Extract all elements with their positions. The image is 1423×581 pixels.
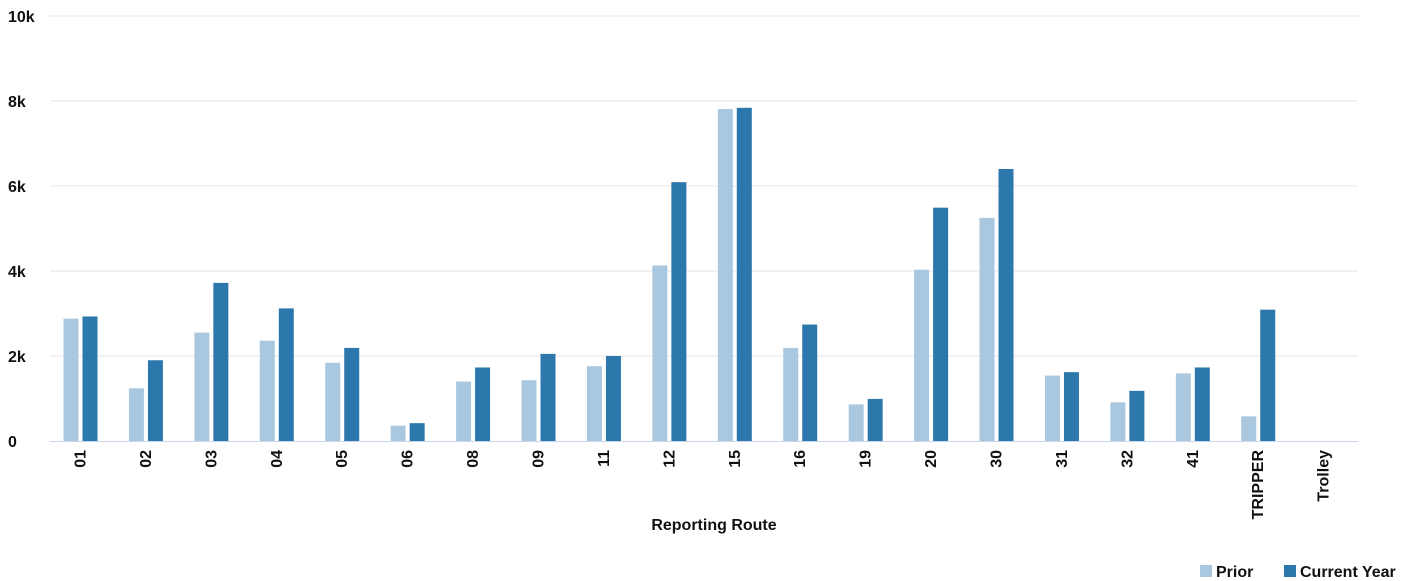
x-tick-label: 08 — [465, 450, 482, 468]
legend-swatch — [1284, 565, 1296, 577]
bar-prior[interactable] — [194, 332, 210, 441]
x-tick-label: 31 — [1054, 450, 1071, 468]
gridlines — [50, 15, 1358, 357]
y-tick-label: 8k — [8, 94, 26, 111]
bar-prior[interactable] — [1241, 416, 1257, 441]
bar-current-year[interactable] — [475, 367, 491, 441]
y-tick-label: 2k — [8, 349, 26, 366]
bar-current-year[interactable] — [147, 360, 163, 441]
bar-current-year[interactable] — [278, 308, 294, 441]
bar-current-year[interactable] — [1194, 367, 1210, 441]
x-tick-label: Trolley — [1316, 450, 1333, 502]
x-tick-label: 41 — [1185, 450, 1202, 468]
bar-prior[interactable] — [783, 347, 799, 441]
x-axis-title: Reporting Route — [651, 517, 776, 534]
x-tick-label: 09 — [531, 450, 548, 468]
y-tick-label: 0 — [8, 434, 17, 451]
y-tick-label: 10k — [8, 9, 35, 26]
bar-current-year[interactable] — [671, 182, 687, 442]
bar-prior[interactable] — [1044, 375, 1060, 441]
legend-item-current-year[interactable]: Current Year — [1284, 564, 1396, 581]
legend[interactable]: Prior Current Year — [1200, 564, 1396, 581]
bar-current-year[interactable] — [213, 282, 229, 441]
bars — [63, 107, 1276, 442]
bar-current-year[interactable] — [736, 107, 752, 442]
x-tick-label: TRIPPER — [1250, 450, 1267, 520]
bar-prior[interactable] — [979, 217, 995, 441]
bar-current-year[interactable] — [1260, 309, 1276, 441]
bar-prior[interactable] — [717, 109, 733, 441]
bar-prior[interactable] — [521, 380, 537, 441]
x-tick-label: 02 — [138, 450, 155, 468]
bar-current-year[interactable] — [605, 356, 621, 441]
bar-prior[interactable] — [456, 381, 472, 442]
x-tick-label: 12 — [661, 450, 678, 468]
x-tick-label: 05 — [334, 450, 351, 468]
x-tick-label: 16 — [792, 450, 809, 468]
x-tick-label: 03 — [203, 450, 220, 468]
bar-prior[interactable] — [1175, 373, 1191, 441]
x-tick-label: 19 — [858, 450, 875, 468]
legend-label: Prior — [1216, 564, 1253, 581]
x-tick-label: 15 — [727, 450, 744, 468]
x-axis-ticks: 01 02 03 04 05 06 08 09 11 12 15 16 19 20 30 31 32 41 TRIP… — [73, 450, 1333, 520]
bar-prior[interactable] — [586, 366, 602, 441]
bar-current-year[interactable] — [802, 324, 818, 441]
y-axis-ticks: 0 2k 4k 6k 8k 10k — [8, 9, 35, 451]
bar-prior[interactable] — [128, 388, 144, 441]
bar-prior[interactable] — [652, 265, 668, 441]
bar-prior[interactable] — [325, 362, 341, 441]
bar-prior[interactable] — [848, 404, 864, 441]
x-tick-label: 04 — [269, 450, 286, 468]
bar-current-year[interactable] — [1063, 372, 1079, 441]
bar-current-year[interactable] — [998, 169, 1014, 441]
legend-item-prior[interactable]: Prior — [1200, 564, 1253, 581]
y-tick-label: 6k — [8, 179, 26, 196]
bar-current-year[interactable] — [933, 207, 949, 441]
legend-swatch — [1200, 565, 1212, 577]
bar-current-year[interactable] — [82, 316, 98, 441]
bar-current-year[interactable] — [1129, 390, 1145, 441]
x-tick-label: 01 — [73, 450, 90, 468]
bar-prior[interactable] — [390, 425, 406, 441]
legend-label: Current Year — [1300, 564, 1396, 581]
bar-prior[interactable] — [63, 318, 79, 441]
bar-current-year[interactable] — [867, 398, 883, 441]
bar-prior[interactable] — [259, 340, 275, 441]
bar-current-year[interactable] — [540, 353, 556, 441]
x-tick-label: 20 — [923, 450, 940, 468]
x-tick-label: 30 — [989, 450, 1006, 468]
bar-current-year[interactable] — [344, 347, 360, 441]
bar-prior[interactable] — [1110, 402, 1126, 441]
x-tick-label: 32 — [1119, 450, 1136, 468]
y-tick-label: 4k — [8, 264, 26, 281]
bar-prior[interactable] — [914, 269, 930, 441]
x-tick-label: 06 — [400, 450, 417, 468]
x-tick-label: 11 — [596, 450, 613, 467]
bar-current-year[interactable] — [409, 423, 425, 441]
